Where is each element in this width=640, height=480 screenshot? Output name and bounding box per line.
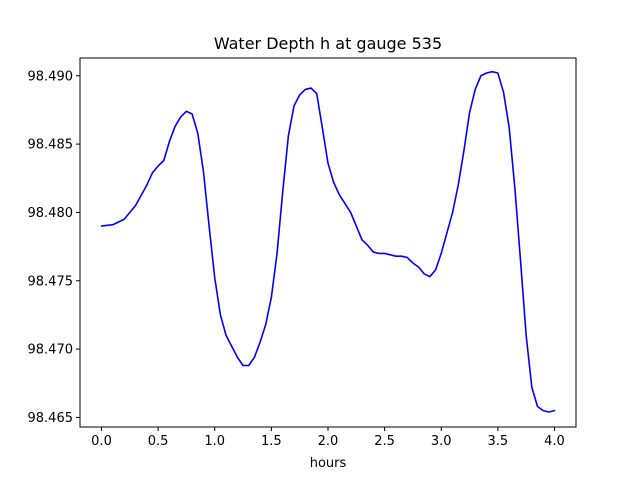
series-line-0: [100, 70, 556, 413]
x-axis-label: hours: [310, 456, 347, 471]
chart-title: Water Depth h at gauge 535: [214, 34, 442, 53]
x-tick-label: 4.0: [544, 434, 565, 449]
y-tick-label: 98.475: [28, 274, 74, 289]
x-tick-label: 3.0: [431, 434, 452, 449]
x-tick-label: 2.0: [318, 434, 339, 449]
y-tick-label: 98.485: [28, 138, 74, 153]
x-tick-label: 1.0: [204, 434, 225, 449]
plot-area: [100, 70, 556, 413]
y-tick-label: 98.480: [28, 206, 74, 221]
x-tick-label: 2.5: [374, 434, 395, 449]
axes: 0.0 0.5 1.0 1.5 2.0 2.5 3.0 3.5 4.0 98.465 98.470 9…: [28, 57, 577, 449]
x-tick-label: 1.5: [261, 434, 282, 449]
y-tick-label: 98.490: [28, 69, 74, 84]
y-tick-label: 98.465: [28, 411, 74, 426]
x-tick-label: 0.0: [91, 434, 112, 449]
y-tick-label: 98.470: [28, 343, 74, 358]
x-tick-label: 0.5: [148, 434, 169, 449]
x-tick-label: 3.5: [488, 434, 509, 449]
